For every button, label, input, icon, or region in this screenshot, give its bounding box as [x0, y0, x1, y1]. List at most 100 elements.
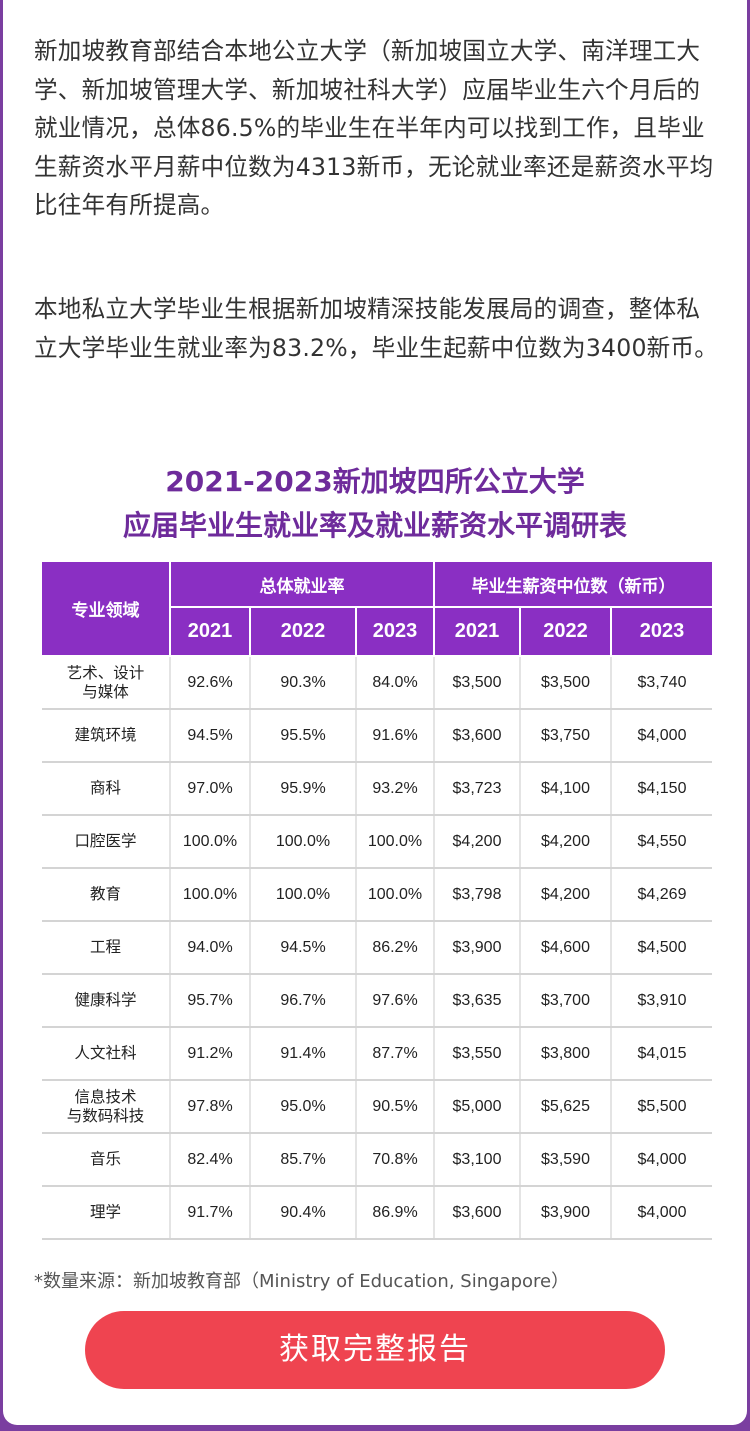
employment-rate-cell: 91.2%	[169, 1027, 250, 1081]
employment-rate-cell: 100.0%	[249, 815, 356, 869]
field-cell: 音乐	[42, 1133, 170, 1187]
median-salary-cell: $4,200	[433, 815, 520, 869]
source-note: *数量来源：新加坡教育部（Ministry of Education, Sing…	[34, 1271, 570, 1292]
field-cell: 建筑环境	[42, 709, 170, 763]
table-row: 口腔医学 100.0% 100.0% 100.0% $4,200 $4,200 $4,550	[42, 815, 713, 869]
employment-rate-cell: 92.6%	[169, 656, 250, 710]
field-cell: 艺术、设计 与媒体	[42, 656, 170, 710]
header-year: 2021	[433, 607, 520, 657]
intro-paragraph-2: 本地私立大学毕业生根据新加坡精深技能发展局的调查，整体私立大学毕业生就业率为83…	[34, 295, 719, 362]
employment-rate-cell: 85.7%	[249, 1133, 356, 1187]
table-row: 信息技术 与数码科技 97.8% 95.0% 90.5% $5,000 $5,625 $5,5…	[42, 1080, 713, 1134]
employment-rate-cell: 100.0%	[169, 868, 250, 922]
employment-rate-cell: 84.0%	[355, 656, 434, 710]
median-salary-cell: $3,800	[519, 1027, 611, 1081]
median-salary-cell: $3,798	[433, 868, 520, 922]
employment-rate-cell: 90.3%	[249, 656, 356, 710]
median-salary-cell: $3,750	[519, 709, 611, 763]
employment-rate-cell: 87.7%	[355, 1027, 434, 1081]
employment-rate-cell: 94.0%	[169, 921, 250, 975]
median-salary-cell: $3,500	[519, 656, 611, 710]
median-salary-cell: $5,625	[519, 1080, 611, 1134]
field-cell: 工程	[42, 921, 170, 975]
field-cell: 理学	[42, 1186, 170, 1240]
median-salary-cell: $4,200	[519, 868, 611, 922]
field-cell: 健康科学	[42, 974, 170, 1028]
median-salary-cell: $4,269	[609, 868, 713, 922]
header-year: 2022	[519, 607, 611, 657]
employment-rate-cell: 94.5%	[249, 921, 356, 975]
table-row: 商科 97.0% 95.9% 93.2% $3,723 $4,100 $4,150	[42, 762, 713, 816]
get-full-report-button[interactable]: 获取完整报告	[85, 1311, 665, 1389]
table-row: 建筑环境 94.5% 95.5% 91.6% $3,600 $3,750 $4,000	[42, 709, 713, 763]
employment-salary-table: 专业领域 总体就业率 毕业生薪资中位数（新币） 2021 2022 2023 2…	[42, 562, 713, 1240]
field-cell: 人文社科	[42, 1027, 170, 1081]
intro-paragraph-1: 新加坡教育部结合本地公立大学（新加坡国立大学、南洋理工大学、新加坡管理大学、新加…	[34, 37, 714, 219]
table-row: 人文社科 91.2% 91.4% 87.7% $3,550 $3,800 $4,015	[42, 1027, 713, 1081]
median-salary-cell: $4,200	[519, 815, 611, 869]
employment-rate-cell: 96.7%	[249, 974, 356, 1028]
median-salary-cell: $3,740	[609, 656, 713, 710]
employment-rate-cell: 94.5%	[169, 709, 250, 763]
median-salary-cell: $3,700	[519, 974, 611, 1028]
employment-rate-cell: 86.2%	[355, 921, 434, 975]
table-header: 专业领域 总体就业率 毕业生薪资中位数（新币） 2021 2022 2023 2…	[42, 562, 713, 657]
employment-rate-cell: 91.4%	[249, 1027, 356, 1081]
table-row: 教育 100.0% 100.0% 100.0% $3,798 $4,200 $4,269	[42, 868, 713, 922]
header-employment-rate: 总体就业率	[169, 562, 434, 608]
median-salary-cell: $3,500	[433, 656, 520, 710]
employment-rate-cell: 97.6%	[355, 974, 434, 1028]
table-title-line-2: 应届毕业生就业率及就业薪资水平调研表	[122, 509, 627, 542]
content-card: 新加坡教育部结合本地公立大学（新加坡国立大学、南洋理工大学、新加坡管理大学、新加…	[3, 0, 747, 1425]
header-field: 专业领域	[42, 562, 170, 657]
median-salary-cell: $4,600	[519, 921, 611, 975]
median-salary-cell: $4,100	[519, 762, 611, 816]
employment-rate-cell: 95.5%	[249, 709, 356, 763]
table-title-line-1: 2021-2023新加坡四所公立大学	[165, 465, 585, 498]
table-row: 理学 91.7% 90.4% 86.9% $3,600 $3,900 $4,000	[42, 1186, 713, 1240]
header-year: 2021	[169, 607, 250, 657]
field-cell: 教育	[42, 868, 170, 922]
employment-rate-cell: 82.4%	[169, 1133, 250, 1187]
median-salary-cell: $3,900	[433, 921, 520, 975]
median-salary-cell: $3,590	[519, 1133, 611, 1187]
median-salary-cell: $3,600	[433, 709, 520, 763]
header-year: 2023	[609, 607, 713, 657]
median-salary-cell: $3,900	[519, 1186, 611, 1240]
median-salary-cell: $3,723	[433, 762, 520, 816]
median-salary-cell: $4,150	[609, 762, 713, 816]
employment-rate-cell: 97.0%	[169, 762, 250, 816]
header-year: 2023	[355, 607, 434, 657]
median-salary-cell: $4,000	[609, 1186, 713, 1240]
employment-rate-cell: 90.4%	[249, 1186, 356, 1240]
header-year: 2022	[249, 607, 356, 657]
median-salary-cell: $3,635	[433, 974, 520, 1028]
employment-rate-cell: 100.0%	[169, 815, 250, 869]
median-salary-cell: $5,500	[609, 1080, 713, 1134]
median-salary-cell: $3,910	[609, 974, 713, 1028]
field-cell: 信息技术 与数码科技	[42, 1080, 170, 1134]
table-row: 工程 94.0% 94.5% 86.2% $3,900 $4,600 $4,500	[42, 921, 713, 975]
median-salary-cell: $5,000	[433, 1080, 520, 1134]
median-salary-cell: $3,600	[433, 1186, 520, 1240]
employment-rate-cell: 95.9%	[249, 762, 356, 816]
employment-rate-cell: 91.7%	[169, 1186, 250, 1240]
median-salary-cell: $4,500	[609, 921, 713, 975]
table-row: 音乐 82.4% 85.7% 70.8% $3,100 $3,590 $4,000	[42, 1133, 713, 1187]
table-body: 艺术、设计 与媒体 92.6% 90.3% 84.0% $3,500 $3,500 $3,74…	[42, 656, 713, 1240]
median-salary-cell: $3,550	[433, 1027, 520, 1081]
table-row: 健康科学 95.7% 96.7% 97.6% $3,635 $3,700 $3,910	[42, 974, 713, 1028]
median-salary-cell: $4,000	[609, 709, 713, 763]
header-median-salary: 毕业生薪资中位数（新币）	[432, 562, 713, 608]
employment-rate-cell: 100.0%	[355, 815, 434, 869]
employment-rate-cell: 70.8%	[355, 1133, 434, 1187]
median-salary-cell: $4,000	[609, 1133, 713, 1187]
employment-rate-cell: 100.0%	[249, 868, 356, 922]
median-salary-cell: $4,550	[609, 815, 713, 869]
employment-rate-cell: 91.6%	[355, 709, 434, 763]
table-row: 艺术、设计 与媒体 92.6% 90.3% 84.0% $3,500 $3,500 $3,74…	[42, 656, 713, 710]
employment-rate-cell: 100.0%	[355, 868, 434, 922]
employment-rate-cell: 95.0%	[249, 1080, 356, 1134]
employment-rate-cell: 90.5%	[355, 1080, 434, 1134]
field-cell: 商科	[42, 762, 170, 816]
